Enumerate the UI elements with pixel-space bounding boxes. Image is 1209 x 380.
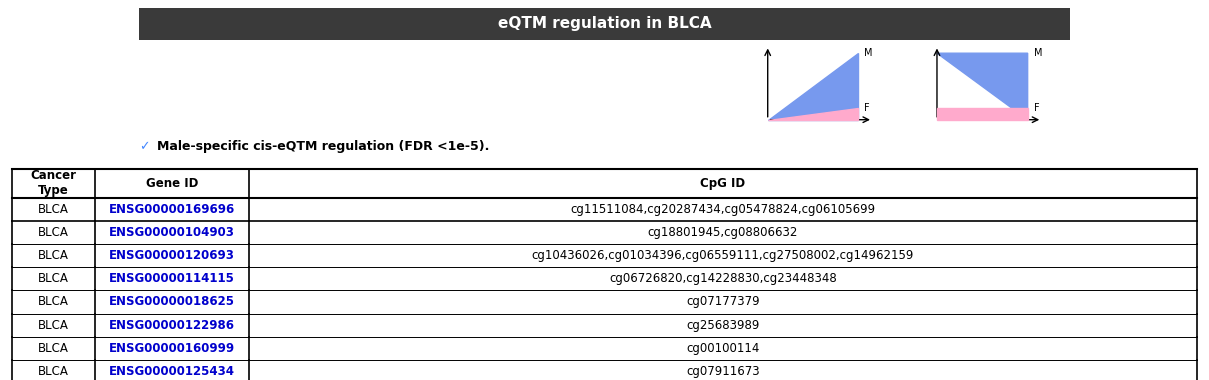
Text: ENSG00000122986: ENSG00000122986 <box>109 318 235 332</box>
Text: ENSG00000169696: ENSG00000169696 <box>109 203 236 216</box>
Text: ✓: ✓ <box>139 140 150 153</box>
Text: cg07911673: cg07911673 <box>687 365 759 378</box>
Text: ENSG00000120693: ENSG00000120693 <box>109 249 235 262</box>
FancyBboxPatch shape <box>12 198 1197 221</box>
Polygon shape <box>768 53 858 120</box>
Text: cg07177379: cg07177379 <box>687 295 759 309</box>
Polygon shape <box>768 108 858 120</box>
Text: Male-specific cis-eQTM regulation (FDR <1e-5).: Male-specific cis-eQTM regulation (FDR <… <box>157 140 490 153</box>
Text: CpG ID: CpG ID <box>700 177 746 190</box>
Text: M: M <box>864 48 873 58</box>
Text: BLCA: BLCA <box>39 249 69 262</box>
Text: BLCA: BLCA <box>39 365 69 378</box>
Text: ENSG00000160999: ENSG00000160999 <box>109 342 235 355</box>
Text: BLCA: BLCA <box>39 203 69 216</box>
Text: cg10436026,cg01034396,cg06559111,cg27508002,cg14962159: cg10436026,cg01034396,cg06559111,cg27508… <box>532 249 914 262</box>
Text: cg18801945,cg08806632: cg18801945,cg08806632 <box>648 226 798 239</box>
Text: cg00100114: cg00100114 <box>687 342 759 355</box>
Text: BLCA: BLCA <box>39 295 69 309</box>
Text: ENSG00000018625: ENSG00000018625 <box>109 295 235 309</box>
Text: BLCA: BLCA <box>39 226 69 239</box>
Text: cg06726820,cg14228830,cg23448348: cg06726820,cg14228830,cg23448348 <box>609 272 837 285</box>
FancyBboxPatch shape <box>12 244 1197 267</box>
Polygon shape <box>937 108 1028 120</box>
FancyBboxPatch shape <box>12 221 1197 244</box>
Text: Cancer
Type: Cancer Type <box>30 169 76 197</box>
Text: BLCA: BLCA <box>39 342 69 355</box>
FancyBboxPatch shape <box>12 267 1197 290</box>
Text: Gene ID: Gene ID <box>146 177 198 190</box>
Text: ENSG00000104903: ENSG00000104903 <box>109 226 235 239</box>
Text: eQTM regulation in BLCA: eQTM regulation in BLCA <box>498 16 711 31</box>
Polygon shape <box>937 53 1028 120</box>
Text: F: F <box>1034 103 1040 113</box>
FancyBboxPatch shape <box>12 290 1197 314</box>
Text: M: M <box>1034 48 1042 58</box>
FancyBboxPatch shape <box>139 8 1070 40</box>
Text: cg25683989: cg25683989 <box>687 318 759 332</box>
FancyBboxPatch shape <box>12 360 1197 380</box>
Text: BLCA: BLCA <box>39 272 69 285</box>
Text: ENSG00000114115: ENSG00000114115 <box>109 272 235 285</box>
FancyBboxPatch shape <box>12 337 1197 360</box>
Text: BLCA: BLCA <box>39 318 69 332</box>
FancyBboxPatch shape <box>12 314 1197 337</box>
Text: ENSG00000125434: ENSG00000125434 <box>109 365 235 378</box>
Text: cg11511084,cg20287434,cg05478824,cg06105699: cg11511084,cg20287434,cg05478824,cg06105… <box>571 203 875 216</box>
Text: F: F <box>864 103 870 113</box>
FancyBboxPatch shape <box>12 169 1197 198</box>
